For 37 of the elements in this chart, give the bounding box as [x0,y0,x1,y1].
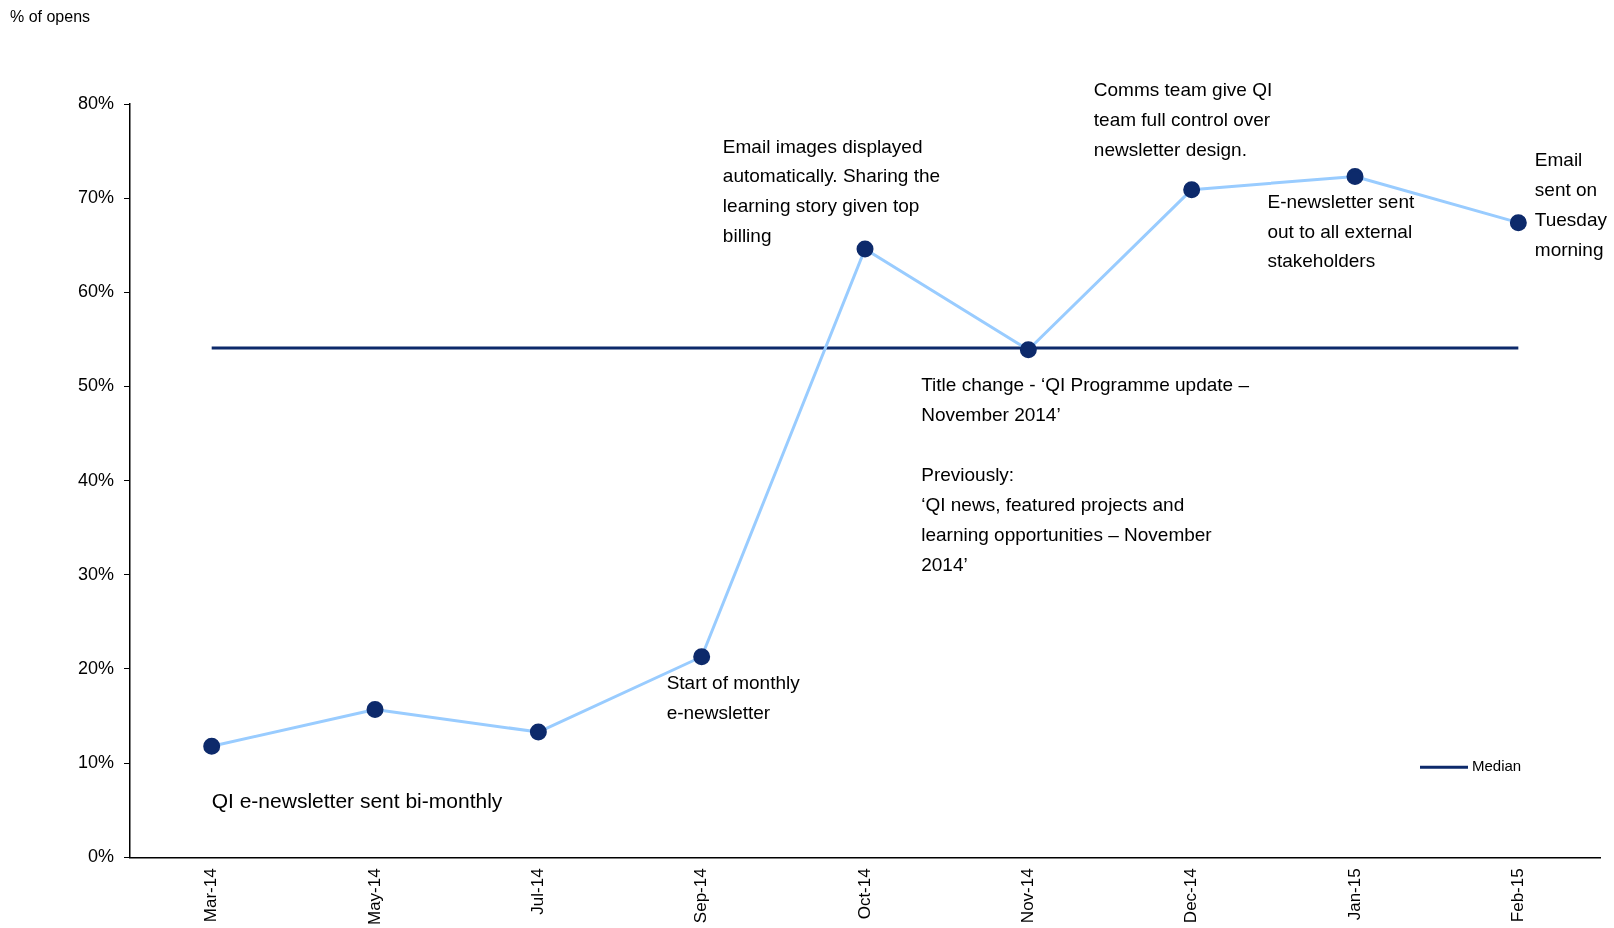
x-tick-label: Oct-14 [854,868,874,920]
point [1183,181,1201,199]
y-tick-label: 50% [78,375,115,396]
x-tick-label: May-14 [364,868,384,925]
y-tick-label: 80% [78,92,115,113]
y-tick-label: 20% [78,657,115,678]
point [529,723,547,741]
point [1019,341,1037,359]
annotation: QI e-newsletter sent bi-monthly [211,788,503,812]
x-tick-label: Sep-14 [691,868,711,924]
x-tick-label: Nov-14 [1018,868,1038,924]
annotation: Previously: ‘QI news, featured projects and learning opportunities – November 2014’ [921,463,1213,575]
point [366,700,384,718]
point [856,240,874,258]
x-tick-label: Jul-14 [528,868,548,915]
y-tick-label: 30% [78,563,115,584]
point [693,648,711,666]
point [1346,168,1364,186]
x-tick-label: Mar-14 [201,868,221,923]
y-tick-label: 70% [78,187,115,208]
point [203,737,221,755]
x-tick-label: Dec-14 [1181,868,1201,924]
x-tick-label: Jan-15 [1344,868,1364,921]
y-tick-label: 60% [78,281,115,302]
y-tick-label: 40% [78,469,115,490]
legend-label: Median [1472,757,1522,775]
y-tick-label: 0% [88,846,115,867]
annotation: Email images displayed automatically. Sharing the learning story given top billing [722,135,941,247]
annotation: E-newsletter sent out to all external stakeholders [1267,190,1415,272]
annotation: Title change - ‘QI Programme update – November 2014’ [921,374,1250,426]
point [1509,214,1527,232]
y-axis-title: % of opens [10,8,91,26]
x-tick-label: Feb-15 [1508,868,1528,923]
annotation: Comms team give QI team full control over newsletter design. [1093,79,1273,161]
y-tick-label: 10% [78,752,115,773]
annotation: Start of monthly e-newsletter [666,671,801,723]
annotation: Email sent on Tuesday morning [1534,149,1608,260]
